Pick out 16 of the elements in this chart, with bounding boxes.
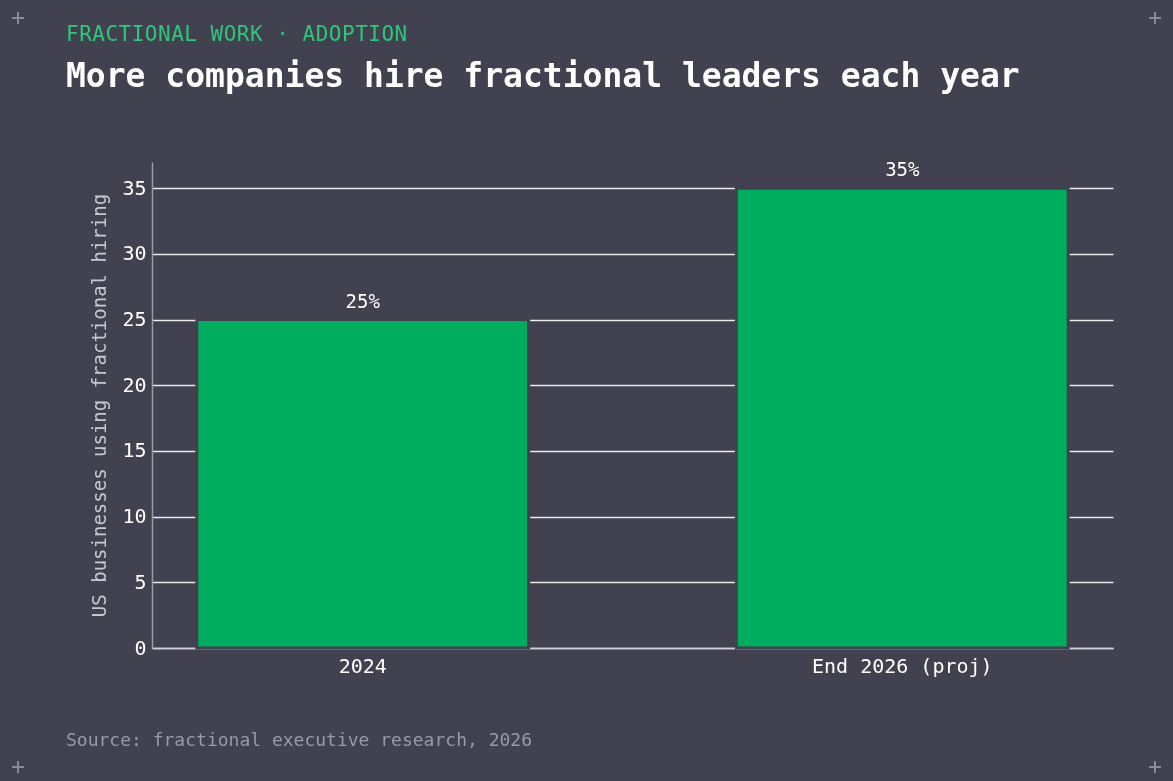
x-tick-label: 2024 xyxy=(338,653,387,678)
y-tick-label: 30 xyxy=(122,241,147,266)
y-tick-label: 20 xyxy=(122,372,147,397)
y-tick-label: 10 xyxy=(122,504,147,529)
source-note: Source: fractional executive research, 2026 xyxy=(66,729,532,750)
y-axis-title: US businesses using fractional hiring xyxy=(88,193,111,618)
y-tick-label: 35 xyxy=(122,175,147,200)
data-label: 25% xyxy=(345,289,381,312)
chart-subtitle: FRACTIONAL WORK · ADOPTION xyxy=(66,22,408,46)
y-tick-label: 0 xyxy=(134,635,147,660)
data-label: 35% xyxy=(885,158,921,181)
y-tick-label: 25 xyxy=(122,307,147,332)
x-tick-label: End 2026 (proj) xyxy=(811,653,993,678)
chart-title: More companies hire fractional leaders each year xyxy=(66,56,1020,95)
y-tick-label: 15 xyxy=(122,438,147,463)
y-tick-label: 5 xyxy=(134,569,147,594)
